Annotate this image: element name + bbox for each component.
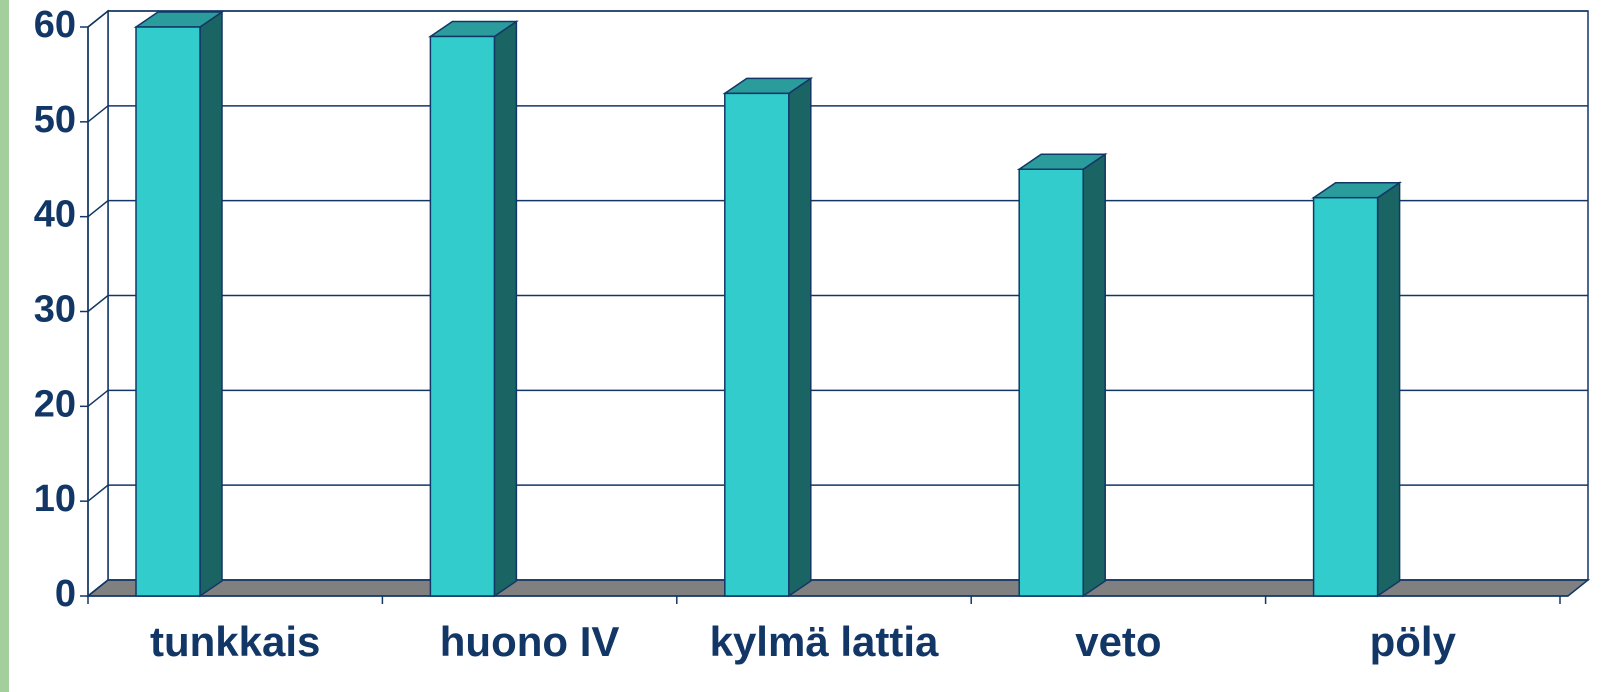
- bar: [135, 26, 201, 597]
- x-tick-label: veto: [1075, 618, 1161, 665]
- grid-line: [87, 10, 1588, 28]
- bar: [429, 35, 496, 597]
- bar-side: [1376, 181, 1401, 598]
- bar-side: [788, 76, 812, 598]
- x-tick-label: kylmä lattia: [710, 618, 939, 665]
- bar: [1018, 168, 1084, 597]
- y-tick-label: 40: [34, 194, 76, 236]
- side-strip: [0, 0, 9, 692]
- y-tick-label: 20: [34, 383, 76, 425]
- bar-side: [199, 10, 223, 598]
- bar: [724, 92, 790, 597]
- x-tick-label: tunkkais: [150, 618, 320, 665]
- y-tick-label: 30: [34, 289, 76, 331]
- y-tick-label: 50: [34, 99, 76, 141]
- x-tick-label: huono IV: [440, 618, 620, 665]
- y-tick-label: 60: [34, 4, 76, 46]
- bar: [1312, 196, 1379, 597]
- x-tick-label: pöly: [1370, 618, 1457, 665]
- bar-side: [1082, 152, 1106, 598]
- grid-line: [87, 105, 1588, 123]
- y-tick-label: 0: [55, 573, 76, 615]
- y-tick-label: 10: [34, 478, 76, 520]
- bar-side: [493, 20, 518, 598]
